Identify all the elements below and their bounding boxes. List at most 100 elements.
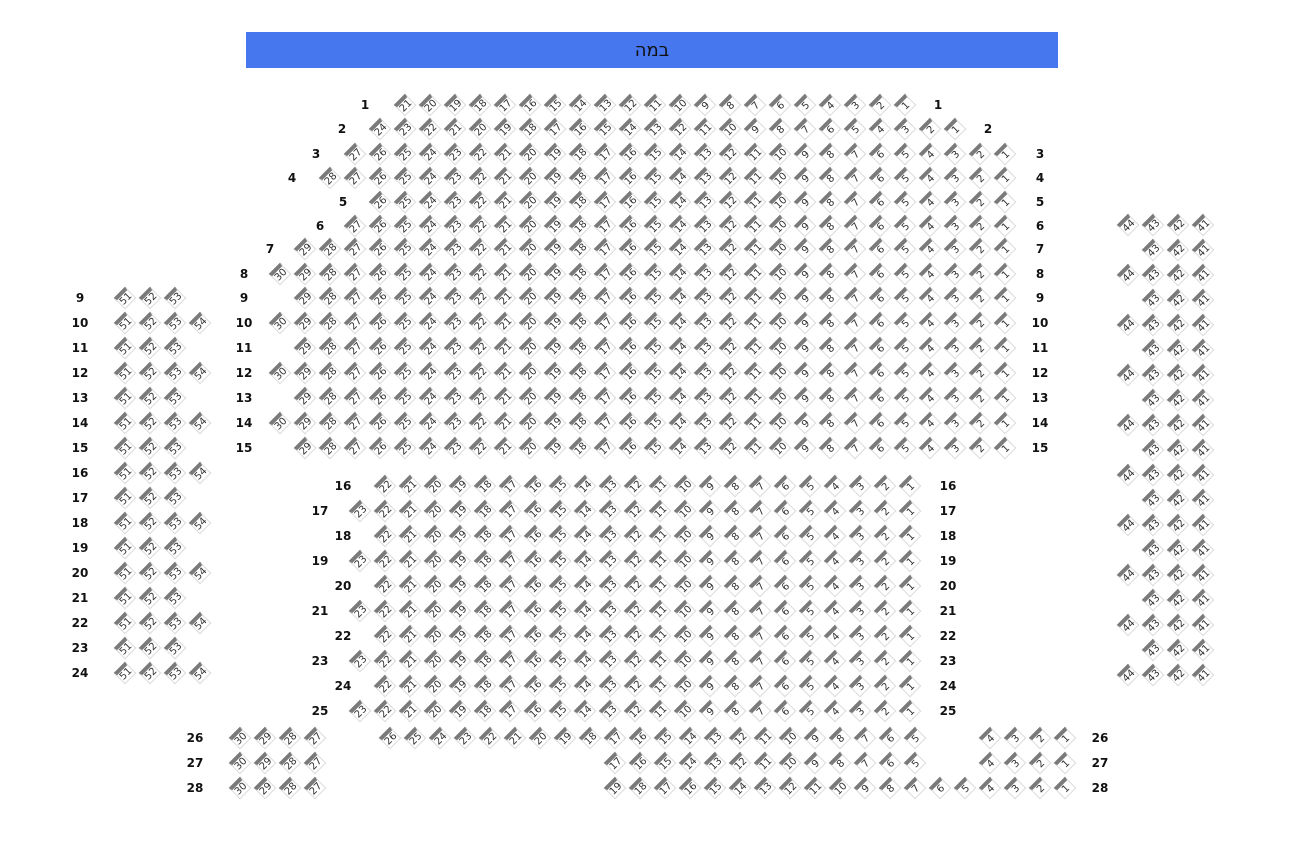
seat-main-row23-15[interactable]: 15 xyxy=(548,649,572,673)
seat-main-row5-12[interactable]: 12 xyxy=(718,190,742,214)
seat-main-row15-8[interactable]: 8 xyxy=(818,436,842,460)
seat-main-row10-22[interactable]: 22 xyxy=(468,311,492,335)
seat-main-row20-7[interactable]: 7 xyxy=(748,574,772,598)
seat-right-wing-row6-41[interactable]: 41 xyxy=(1191,213,1215,237)
seat-main-row23-23[interactable]: 23 xyxy=(348,649,372,673)
seat-main-row28-3[interactable]: 3 xyxy=(1003,776,1027,800)
seat-main-row16-5[interactable]: 5 xyxy=(798,474,822,498)
seat-main-row28-6[interactable]: 6 xyxy=(928,776,952,800)
seat-main-row4-22[interactable]: 22 xyxy=(468,166,492,190)
seat-main-row9-24[interactable]: 24 xyxy=(418,286,442,310)
seat-main-row2-8[interactable]: 8 xyxy=(768,117,792,141)
seat-main-row20-20[interactable]: 20 xyxy=(423,574,447,598)
seat-main-row16-8[interactable]: 8 xyxy=(723,474,747,498)
seat-main-row12-2[interactable]: 2 xyxy=(968,361,992,385)
seat-main-row11-5[interactable]: 5 xyxy=(893,336,917,360)
seat-main-row8-21[interactable]: 21 xyxy=(493,262,517,286)
seat-main-row25-3[interactable]: 3 xyxy=(848,699,872,723)
seat-main-row10-15[interactable]: 15 xyxy=(643,311,667,335)
seat-main-row10-13[interactable]: 13 xyxy=(693,311,717,335)
seat-left-wing-row10-53[interactable]: 53 xyxy=(163,311,187,335)
seat-right-wing-row8-44[interactable]: 44 xyxy=(1116,263,1140,287)
seat-main-row16-6[interactable]: 6 xyxy=(773,474,797,498)
seat-main-row18-8[interactable]: 8 xyxy=(723,524,747,548)
seat-main-row13-2[interactable]: 2 xyxy=(968,386,992,410)
seat-main-row7-18[interactable]: 18 xyxy=(568,237,592,261)
seat-main-row7-4[interactable]: 4 xyxy=(918,237,942,261)
seat-main-row24-19[interactable]: 19 xyxy=(448,674,472,698)
seat-main-row15-19[interactable]: 19 xyxy=(543,436,567,460)
seat-left-wing-row11-52[interactable]: 52 xyxy=(138,336,162,360)
seat-left-wing-row23-52[interactable]: 52 xyxy=(138,636,162,660)
seat-main-row4-9[interactable]: 9 xyxy=(793,166,817,190)
seat-main-row10-21[interactable]: 21 xyxy=(493,311,517,335)
seat-main-row17-15[interactable]: 15 xyxy=(548,499,572,523)
seat-main-row23-12[interactable]: 12 xyxy=(623,649,647,673)
seat-main-row14-18[interactable]: 18 xyxy=(568,411,592,435)
seat-main-row11-7[interactable]: 7 xyxy=(843,336,867,360)
seat-back-left-row28-27[interactable]: 27 xyxy=(303,776,327,800)
seat-main-row1-5[interactable]: 5 xyxy=(793,93,817,117)
seat-right-wing-row14-43[interactable]: 43 xyxy=(1141,413,1165,437)
seat-main-row11-21[interactable]: 21 xyxy=(493,336,517,360)
seat-main-row28-15[interactable]: 15 xyxy=(703,776,727,800)
seat-main-row25-10[interactable]: 10 xyxy=(673,699,697,723)
seat-main-row12-29[interactable]: 29 xyxy=(293,361,317,385)
seat-main-row28-9[interactable]: 9 xyxy=(853,776,877,800)
seat-main-row21-18[interactable]: 18 xyxy=(473,599,497,623)
seat-main-row3-19[interactable]: 19 xyxy=(543,142,567,166)
seat-main-row5-2[interactable]: 2 xyxy=(968,190,992,214)
seat-main-row14-11[interactable]: 11 xyxy=(743,411,767,435)
seat-main-row3-5[interactable]: 5 xyxy=(893,142,917,166)
seat-main-row24-2[interactable]: 2 xyxy=(873,674,897,698)
seat-main-row9-6[interactable]: 6 xyxy=(868,286,892,310)
seat-main-row3-1[interactable]: 1 xyxy=(993,142,1017,166)
seat-main-row15-26[interactable]: 26 xyxy=(368,436,392,460)
seat-left-wing-row22-54[interactable]: 54 xyxy=(188,611,212,635)
seat-main-row15-25[interactable]: 25 xyxy=(393,436,417,460)
seat-left-wing-row15-53[interactable]: 53 xyxy=(163,436,187,460)
seat-main-row21-12[interactable]: 12 xyxy=(623,599,647,623)
seat-left-wing-row18-54[interactable]: 54 xyxy=(188,511,212,535)
seat-right-wing-row10-44[interactable]: 44 xyxy=(1116,313,1140,337)
seat-main-row22-4[interactable]: 4 xyxy=(823,624,847,648)
seat-main-row4-13[interactable]: 13 xyxy=(693,166,717,190)
seat-main-row21-2[interactable]: 2 xyxy=(873,599,897,623)
seat-main-row2-21[interactable]: 21 xyxy=(443,117,467,141)
seat-main-row17-20[interactable]: 20 xyxy=(423,499,447,523)
seat-main-row7-11[interactable]: 11 xyxy=(743,237,767,261)
seat-main-row5-22[interactable]: 22 xyxy=(468,190,492,214)
seat-main-row13-17[interactable]: 17 xyxy=(593,386,617,410)
seat-main-row9-21[interactable]: 21 xyxy=(493,286,517,310)
seat-main-row14-10[interactable]: 10 xyxy=(768,411,792,435)
seat-main-row22-8[interactable]: 8 xyxy=(723,624,747,648)
seat-main-row12-17[interactable]: 17 xyxy=(593,361,617,385)
seat-main-row25-7[interactable]: 7 xyxy=(748,699,772,723)
seat-main-row2-20[interactable]: 20 xyxy=(468,117,492,141)
seat-main-row18-3[interactable]: 3 xyxy=(848,524,872,548)
seat-main-row17-13[interactable]: 13 xyxy=(598,499,622,523)
seat-main-row18-19[interactable]: 19 xyxy=(448,524,472,548)
seat-right-wing-row11-41[interactable]: 41 xyxy=(1191,338,1215,362)
seat-main-row3-23[interactable]: 23 xyxy=(443,142,467,166)
seat-main-row11-2[interactable]: 2 xyxy=(968,336,992,360)
seat-main-row15-21[interactable]: 21 xyxy=(493,436,517,460)
seat-main-row1-11[interactable]: 11 xyxy=(643,93,667,117)
seat-main-row8-22[interactable]: 22 xyxy=(468,262,492,286)
seat-main-row27-16[interactable]: 16 xyxy=(628,751,652,775)
seat-main-row13-27[interactable]: 27 xyxy=(343,386,367,410)
seat-main-row18-11[interactable]: 11 xyxy=(648,524,672,548)
seat-main-row7-13[interactable]: 13 xyxy=(693,237,717,261)
seat-right-wing-row18-42[interactable]: 42 xyxy=(1166,513,1190,537)
seat-main-row9-27[interactable]: 27 xyxy=(343,286,367,310)
seat-main-row20-3[interactable]: 3 xyxy=(848,574,872,598)
seat-main-row24-18[interactable]: 18 xyxy=(473,674,497,698)
seat-main-row20-14[interactable]: 14 xyxy=(573,574,597,598)
seat-left-wing-row22-53[interactable]: 53 xyxy=(163,611,187,635)
seat-main-row5-9[interactable]: 9 xyxy=(793,190,817,214)
seat-main-row20-11[interactable]: 11 xyxy=(648,574,672,598)
seat-right-wing-row17-42[interactable]: 42 xyxy=(1166,488,1190,512)
seat-main-row24-14[interactable]: 14 xyxy=(573,674,597,698)
seat-main-row9-1[interactable]: 1 xyxy=(993,286,1017,310)
seat-main-row21-1[interactable]: 1 xyxy=(898,599,922,623)
